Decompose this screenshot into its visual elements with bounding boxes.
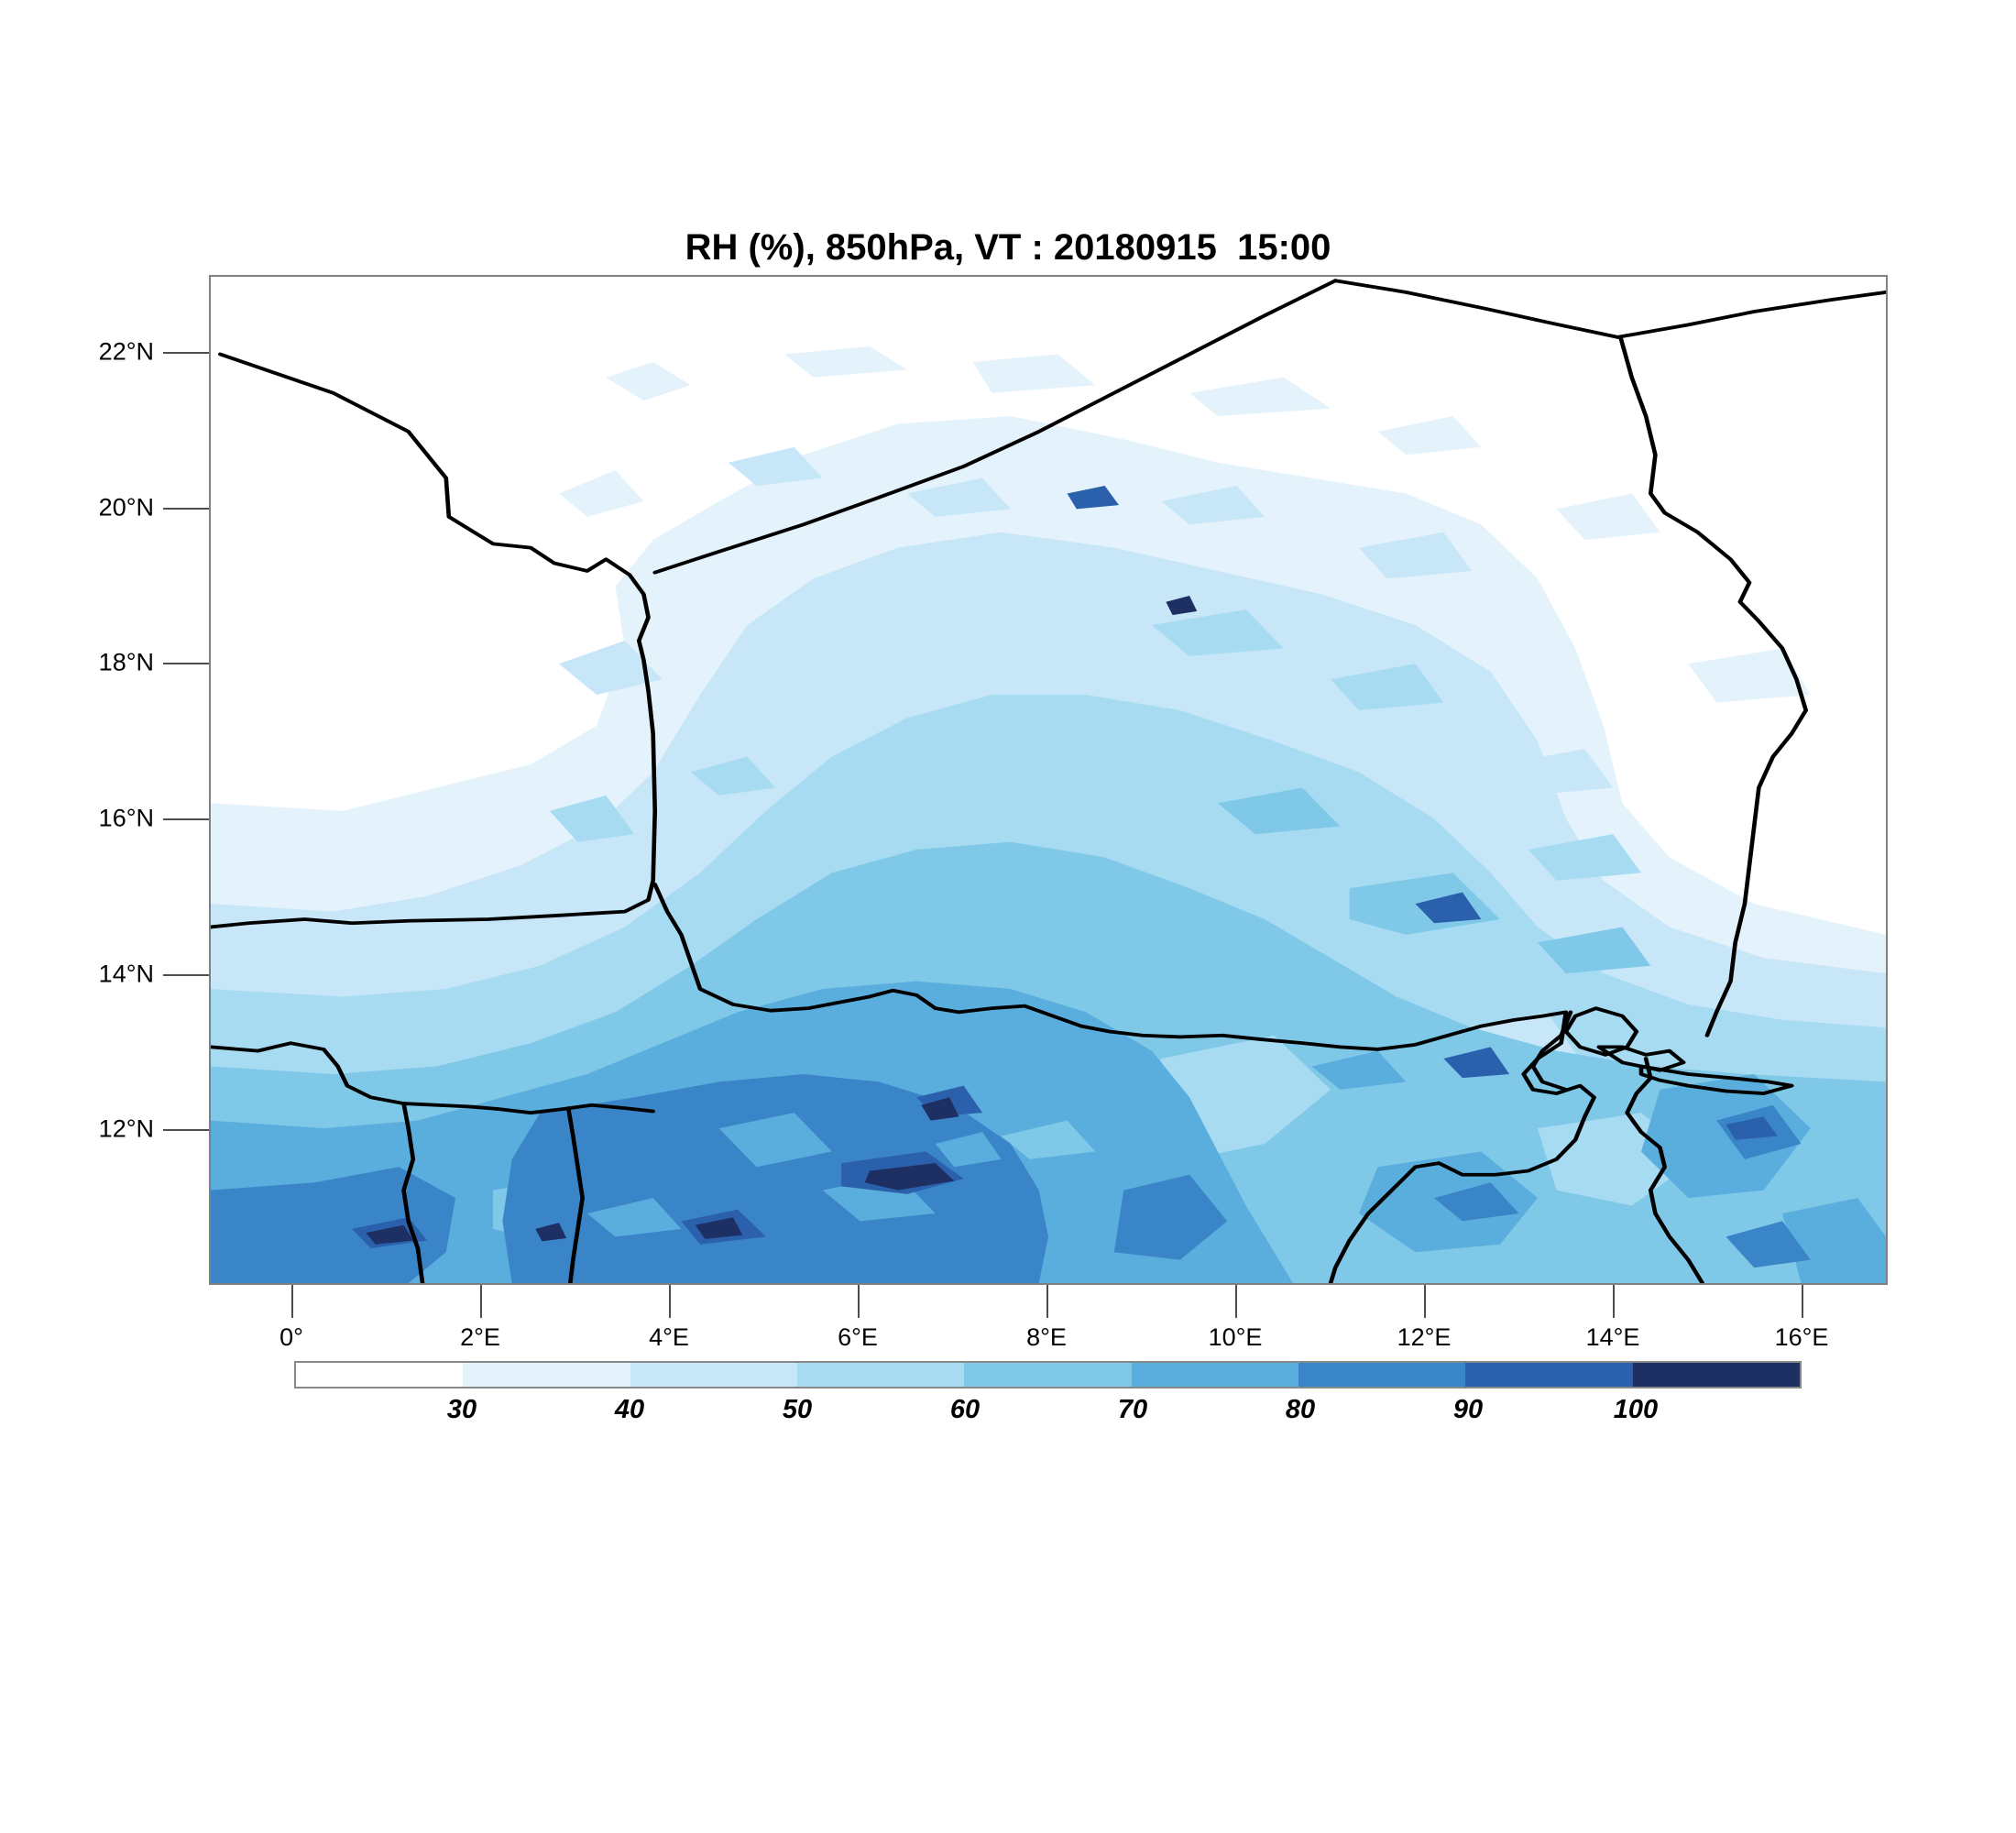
xtick-line-16e [1802,1285,1803,1318]
xtick-line-2e [480,1285,482,1318]
xtick-label-14e: 14°E [1585,1323,1640,1351]
colorbar-tick-80: 80 [1285,1395,1316,1424]
colorbar-segment-40-50 [630,1363,797,1387]
map-plot-area[interactable] [209,275,1888,1285]
relative-humidity-map [211,277,1886,1283]
ytick-line-16n [163,818,209,820]
colorbar-tick-40: 40 [614,1395,645,1424]
ytick-label-20n: 20°N [98,493,154,521]
xtick-label-2e: 2°E [460,1323,500,1351]
xtick-line-10e [1235,1285,1237,1318]
ytick-line-12n [163,1129,209,1131]
colorbar-segment-80-90 [1298,1363,1466,1387]
colorbar-segment-70-80 [1131,1363,1298,1387]
xtick-label-8e: 8°E [1026,1323,1067,1351]
colorbar-tick-70: 70 [1117,1395,1148,1424]
xtick-line-4e [669,1285,671,1318]
colorbar-tick-30: 30 [446,1395,477,1424]
colorbar-segment-60-70 [964,1363,1132,1387]
xtick-label-10e: 10°E [1208,1323,1263,1351]
xtick-line-0 [291,1285,293,1318]
colorbar[interactable] [294,1361,1802,1388]
xtick-label-12e: 12°E [1397,1323,1452,1351]
page-title: RH (%), 850hPa, VT : 20180915 15:00 [685,227,1331,268]
ytick-label-12n: 12°N [98,1114,154,1143]
colorbar-segment-90-100 [1465,1363,1633,1387]
colorbar-segment-20-30 [296,1363,464,1387]
colorbar-tick-90: 90 [1452,1395,1484,1424]
ytick-line-20n [163,508,209,510]
country-border-layer [211,279,1886,1283]
ytick-line-18n [163,663,209,664]
xtick-label-0: 0° [279,1323,303,1351]
colorbar-tick-60: 60 [949,1395,981,1424]
xtick-line-12e [1424,1285,1426,1318]
ytick-label-14n: 14°N [98,960,154,988]
xtick-label-6e: 6°E [838,1323,878,1351]
ytick-label-18n: 18°N [98,648,154,676]
xtick-label-4e: 4°E [649,1323,689,1351]
colorbar-segment-30-40 [463,1363,630,1387]
colorbar-tick-100: 100 [1613,1395,1659,1424]
xtick-label-16e: 16°E [1774,1323,1829,1351]
xtick-line-6e [858,1285,860,1318]
xtick-line-8e [1046,1285,1048,1318]
colorbar-tick-50: 50 [782,1395,813,1424]
ytick-line-22n [163,352,209,354]
ytick-label-16n: 16°N [98,804,154,832]
xtick-line-14e [1613,1285,1615,1318]
rh-contour-fill-layer [211,277,1886,1283]
colorbar-segment-100-110 [1632,1363,1800,1387]
ytick-label-22n: 22°N [98,337,154,366]
colorbar-segment-50-60 [796,1363,965,1387]
ytick-line-14n [163,974,209,976]
